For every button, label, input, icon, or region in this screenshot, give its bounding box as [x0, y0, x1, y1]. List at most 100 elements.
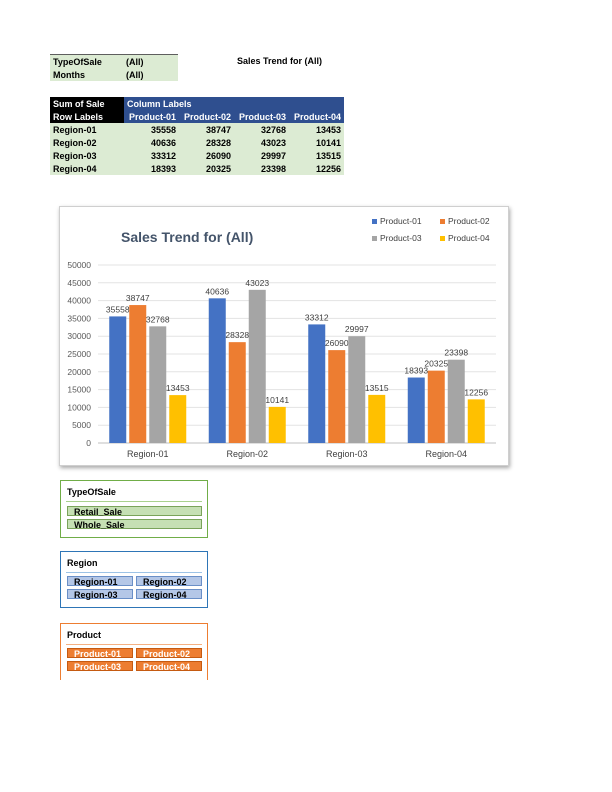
- data-label: 43023: [245, 278, 269, 288]
- chart-title: Sales Trend for (All): [121, 229, 253, 245]
- y-tick-label: 15000: [67, 385, 91, 395]
- slicer-item-whole-sale[interactable]: Whole_Sale: [67, 519, 202, 530]
- pivot-cell: 43023: [260, 137, 286, 148]
- pivot-cell: 23398: [260, 163, 286, 174]
- slicer-typeofsale: TypeOfSale Retail_Sale Whole_Sale: [60, 480, 208, 538]
- bar: [328, 350, 346, 443]
- data-label: 29997: [345, 324, 369, 334]
- legend-label: Product-02: [448, 216, 490, 226]
- y-tick-label: 35000: [67, 313, 91, 323]
- report-filters: TypeOfSale (All) Months (All): [50, 54, 178, 81]
- filter-row-typeofsale: TypeOfSale (All): [50, 54, 178, 68]
- slicer-item-product-03[interactable]: Product-03: [67, 661, 133, 672]
- x-tick-label: Region-01: [127, 449, 169, 459]
- pivot-row-label: Region-04: [53, 163, 97, 174]
- chart-svg: Sales Trend for (All) 50000 45000 40000 3500…: [67, 216, 496, 459]
- slicer-divider: [66, 644, 202, 645]
- slicer-title: Product: [67, 630, 102, 640]
- y-tick-label: 40000: [67, 296, 91, 306]
- slicer-product: Product Product-01 Product-02 Product-03…: [60, 623, 208, 680]
- bar: [467, 399, 485, 443]
- row-labels-dropdown[interactable]: Row Labels: [50, 110, 124, 123]
- filter-value-dropdown[interactable]: (All): [123, 54, 178, 68]
- y-tick-label: 10000: [67, 402, 91, 412]
- bar: [228, 342, 246, 443]
- pivot-row: Region-03 33312 26090 29997 13515: [50, 149, 344, 162]
- pivot-cell: 12256: [315, 163, 341, 174]
- pivot-column-header: Product-02: [179, 110, 234, 123]
- filter-label: Months: [50, 68, 123, 81]
- pivot-column-header: Product-04: [289, 110, 344, 123]
- sheet-title: Sales Trend for (All): [237, 56, 323, 66]
- bar: [427, 370, 445, 443]
- filter-row-months: Months (All): [50, 68, 178, 81]
- pivot-cell: 26090: [205, 150, 231, 161]
- pivot-cell: 10141: [315, 137, 341, 148]
- x-tick-label: Region-04: [425, 449, 467, 459]
- data-label: 12256: [464, 387, 488, 397]
- pivot-header-row-1: Sum of Sale Column Labels: [50, 97, 344, 110]
- pivot-cell: 32768: [260, 124, 286, 135]
- slicer-item-product-04[interactable]: Product-04: [136, 661, 202, 672]
- pivot-table: Sum of Sale Column Labels Row Labels Pro…: [50, 97, 344, 175]
- slicer-region: Region Region-01 Region-02 Region-03 Reg…: [60, 551, 208, 608]
- legend-swatch: [372, 219, 377, 224]
- pivot-cell: 35558: [150, 124, 176, 135]
- slicer-item-retail-sale[interactable]: Retail_Sale: [67, 506, 202, 517]
- data-label: 20325: [424, 359, 448, 369]
- pivot-row-label: Region-01: [53, 124, 97, 135]
- slicer-item-product-02[interactable]: Product-02: [136, 648, 202, 659]
- bar: [208, 298, 226, 443]
- y-tick-label: 20000: [67, 367, 91, 377]
- legend-label: Product-01: [380, 216, 422, 226]
- pivot-cell: 20325: [205, 163, 231, 174]
- bar: [368, 394, 386, 443]
- bar: [149, 326, 167, 443]
- slicer-item-region-03[interactable]: Region-03: [67, 589, 133, 600]
- pivot-row: Region-04 18393 20325 23398 12256: [50, 162, 344, 175]
- bar: [129, 305, 147, 443]
- pivot-cell: 28328: [205, 137, 231, 148]
- data-label: 13453: [166, 383, 190, 393]
- pivot-cell: 13453: [315, 124, 341, 135]
- data-label: 18393: [404, 366, 428, 376]
- pivot-row-label: Region-02: [53, 137, 97, 148]
- slicer-title: TypeOfSale: [67, 487, 116, 497]
- filter-value-dropdown[interactable]: (All): [123, 68, 178, 81]
- pivot-cell: 18393: [150, 163, 176, 174]
- y-tick-label: 25000: [67, 349, 91, 359]
- legend-label: Product-03: [380, 233, 422, 243]
- pivot-row: Region-02 40636 28328 43023 10141: [50, 136, 344, 149]
- slicer-item-region-01[interactable]: Region-01: [67, 576, 133, 587]
- bar: [268, 406, 286, 443]
- legend-label: Product-04: [448, 233, 490, 243]
- sales-trend-chart[interactable]: Sales Trend for (All) 50000 45000 40000 3500…: [59, 206, 509, 466]
- column-labels-dropdown[interactable]: Column Labels: [124, 97, 344, 110]
- pivot-corner-label: Sum of Sale: [50, 97, 124, 110]
- pivot-cell: 40636: [150, 137, 176, 148]
- slicer-divider: [66, 501, 202, 502]
- bar: [308, 324, 326, 443]
- slicer-item-product-01[interactable]: Product-01: [67, 648, 133, 659]
- x-tick-label: Region-03: [326, 449, 368, 459]
- pivot-cell: 33312: [150, 150, 176, 161]
- bar: [407, 377, 425, 443]
- y-tick-label: 30000: [67, 331, 91, 341]
- y-tick-label: 0: [86, 438, 91, 448]
- slicer-divider: [66, 572, 202, 573]
- pivot-column-header: Product-01: [124, 110, 179, 123]
- pivot-cell: 38747: [205, 124, 231, 135]
- pivot-cell: 29997: [260, 150, 286, 161]
- bar: [447, 359, 465, 443]
- x-tick-label: Region-02: [226, 449, 268, 459]
- legend-swatch: [372, 236, 377, 241]
- pivot-header-row-2: Row Labels Product-01 Product-02 Product…: [50, 110, 344, 123]
- pivot-column-header: Product-03: [234, 110, 289, 123]
- y-tick-label: 45000: [67, 278, 91, 288]
- pivot-row-label: Region-03: [53, 150, 97, 161]
- slicer-item-region-04[interactable]: Region-04: [136, 589, 202, 600]
- y-tick-label: 50000: [67, 260, 91, 270]
- slicer-item-region-02[interactable]: Region-02: [136, 576, 202, 587]
- pivot-row: Region-01 35558 38747 32768 13453: [50, 123, 344, 136]
- bar: [169, 395, 187, 443]
